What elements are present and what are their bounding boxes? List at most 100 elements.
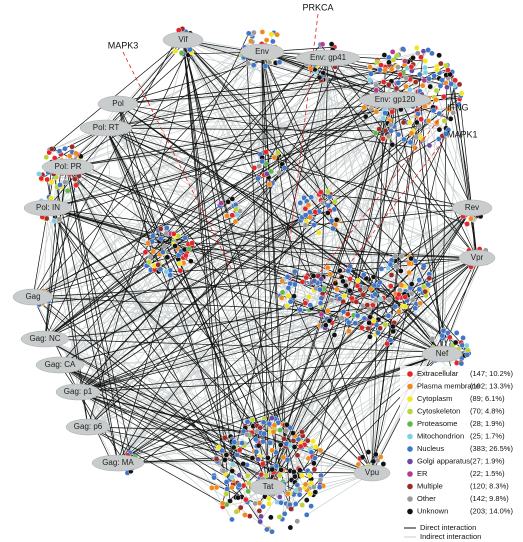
direct-edge: [117, 103, 468, 225]
protein-dot: [395, 291, 402, 298]
protein-dot: [448, 81, 454, 87]
protein-dot: [259, 29, 266, 35]
protein-dot: [381, 52, 388, 58]
direct-edge: [117, 103, 443, 336]
direct-edge: [105, 127, 398, 260]
protein-dot: [56, 216, 63, 222]
protein-dot: [235, 494, 241, 501]
protein-dot: [440, 93, 447, 100]
direct-edge: [67, 120, 390, 168]
protein-dot: [163, 268, 169, 275]
annotation-leader: [321, 140, 444, 301]
indirect-edge: [105, 50, 424, 129]
indirect-edge: [77, 304, 374, 393]
protein-dot: [418, 54, 424, 61]
protein-dot: [231, 439, 238, 446]
protein-dot: [378, 266, 385, 272]
protein-dot: [305, 202, 312, 208]
protein-dot: [384, 340, 390, 347]
protein-dot: [353, 299, 360, 305]
indirect-edge: [441, 97, 461, 355]
hiv-node: [55, 383, 101, 401]
protein-dot: [400, 46, 406, 52]
protein-dot: [394, 52, 400, 59]
protein-dot: [458, 90, 465, 97]
direct-edge: [117, 211, 320, 464]
protein-dot: [150, 233, 156, 239]
protein-dot: [375, 329, 381, 336]
protein-dot: [464, 351, 471, 358]
protein-dot: [302, 212, 309, 218]
protein-dot: [316, 484, 323, 491]
protein-dot: [435, 136, 442, 142]
protein-dot: [284, 456, 291, 463]
protein-dot: [303, 274, 310, 281]
direct-edge: [321, 57, 329, 299]
protein-dot: [142, 249, 149, 256]
legend-swatch: [407, 371, 413, 377]
direct-edge: [105, 127, 259, 178]
protein-dot: [66, 153, 73, 159]
direct-edge: [77, 391, 301, 447]
protein-dot: [49, 179, 55, 185]
protein-dot: [360, 271, 367, 278]
direct-edge: [182, 39, 410, 258]
direct-edge: [47, 207, 390, 301]
direct-edge: [117, 300, 307, 464]
protein-dot: [362, 285, 368, 291]
indirect-edge: [87, 252, 146, 428]
node-label: Env: gp41: [310, 53, 347, 62]
protein-dot: [229, 516, 235, 523]
legend-swatch: [407, 483, 413, 490]
node-label: Gag: NC: [29, 334, 60, 343]
protein-dot: [389, 141, 396, 148]
protein-dot: [64, 187, 71, 194]
direct-edge: [117, 103, 312, 484]
indirect-edge: [59, 117, 384, 366]
hiv-node: [79, 119, 133, 137]
legend-swatch: [407, 408, 413, 415]
protein-dot: [290, 430, 296, 436]
protein-dot: [277, 442, 284, 448]
indirect-edge: [432, 107, 443, 355]
protein-dot: [433, 96, 439, 103]
protein-dot: [248, 38, 254, 44]
direct-edge: [322, 72, 478, 259]
protein-dot: [380, 461, 387, 467]
direct-edge: [182, 39, 234, 465]
protein-dot: [72, 176, 78, 182]
protein-dot: [340, 298, 346, 305]
protein-dot: [442, 131, 449, 137]
protein-dot: [172, 243, 178, 249]
protein-dot: [209, 485, 215, 491]
direct-edge: [32, 69, 449, 298]
direct-edge: [50, 39, 184, 150]
protein-dot: [297, 467, 303, 474]
protein-dot: [288, 506, 294, 512]
protein-dot: [255, 442, 262, 449]
protein-dot: [402, 294, 409, 300]
protein-dot: [223, 491, 230, 497]
protein-dot: [262, 63, 269, 70]
protein-dot: [406, 269, 412, 276]
protein-dot: [73, 182, 79, 188]
protein-dot: [157, 226, 164, 232]
protein-dot: [441, 118, 448, 124]
indirect-edge: [261, 51, 283, 165]
protein-dot: [390, 57, 397, 63]
indirect-edge: [67, 120, 429, 168]
protein-dot: [387, 283, 394, 289]
protein-dot: [299, 472, 305, 479]
direct-edge: [117, 275, 172, 464]
protein-dot: [232, 218, 239, 225]
protein-dot: [393, 263, 399, 270]
legend-swatch: [407, 496, 413, 502]
direct-edge: [261, 51, 443, 81]
protein-dot: [398, 253, 405, 260]
protein-dot: [163, 230, 170, 237]
indirect-edge: [32, 136, 389, 298]
protein-dot: [324, 307, 331, 314]
protein-dot: [271, 422, 278, 429]
protein-dot: [284, 421, 290, 428]
